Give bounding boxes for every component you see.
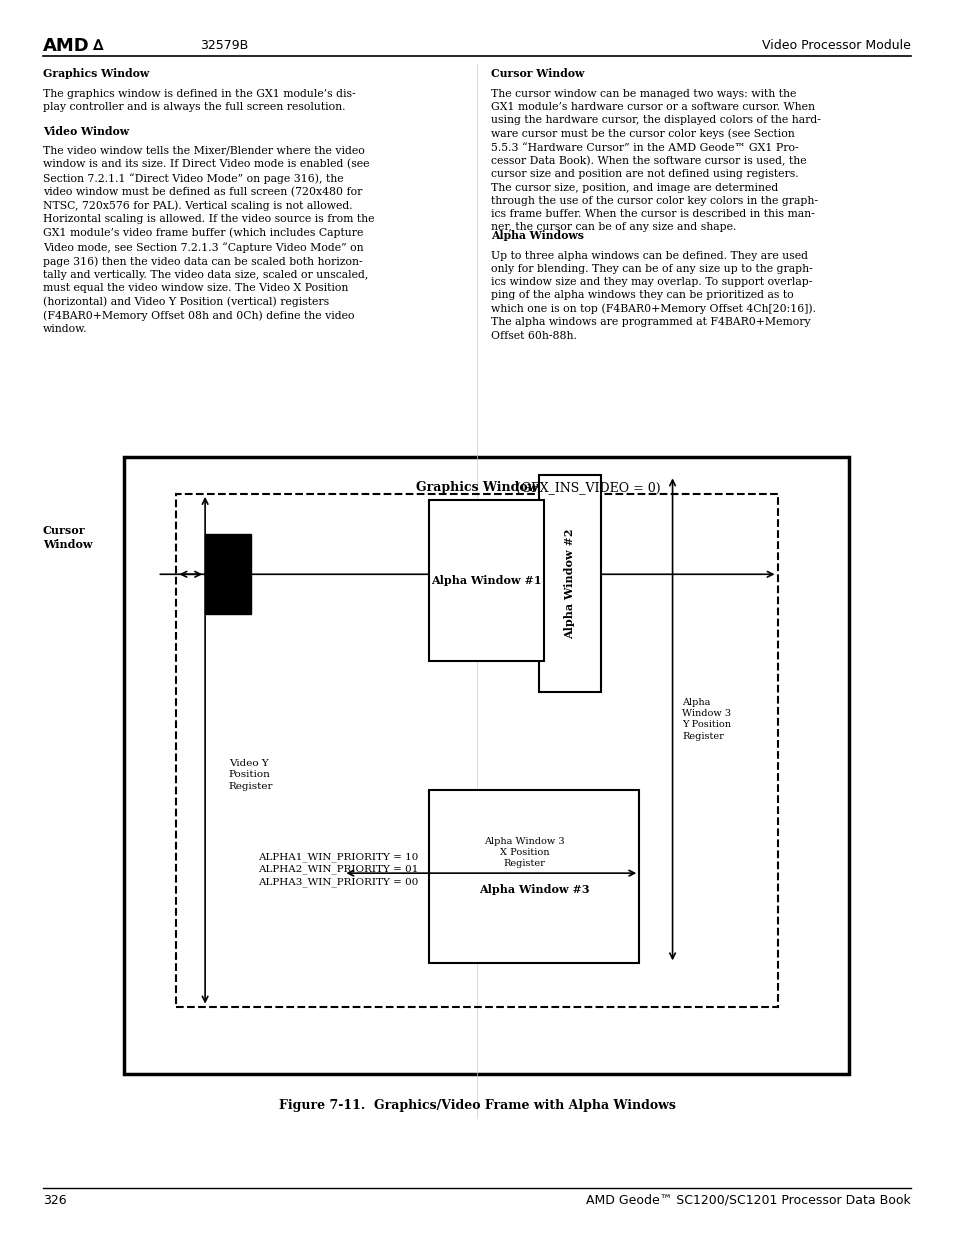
- Text: Alpha Window #2: Alpha Window #2: [564, 529, 575, 638]
- Text: Graphics Window: Graphics Window: [416, 482, 537, 494]
- Text: The video window tells the Mixer/Blender where the video
window is and its size.: The video window tells the Mixer/Blender…: [43, 146, 374, 335]
- Bar: [176, 494, 777, 1007]
- Text: Cursor
Window: Cursor Window: [43, 525, 92, 550]
- Text: Video Y
Position
Register: Video Y Position Register: [229, 760, 274, 790]
- Text: Alpha Windows: Alpha Windows: [491, 230, 583, 241]
- Text: 32579B: 32579B: [200, 40, 249, 52]
- Text: (GFX_INS_VIDEO = 0): (GFX_INS_VIDEO = 0): [512, 482, 660, 494]
- Bar: [538, 475, 600, 692]
- Text: The graphics window is defined in the GX1 module’s dis-
play controller and is a: The graphics window is defined in the GX…: [43, 89, 355, 112]
- Text: Alpha Window 3
X Position
Register: Alpha Window 3 X Position Register: [484, 837, 564, 868]
- Text: ALPHA1_WIN_PRIORITY = 10
ALPHA2_WIN_PRIORITY = 01
ALPHA3_WIN_PRIORITY = 00: ALPHA1_WIN_PRIORITY = 10 ALPHA2_WIN_PRIO…: [257, 852, 417, 887]
- Text: Video Processor Module: Video Processor Module: [761, 40, 910, 52]
- Text: Figure 7-11.  Graphics/Video Frame with Alpha Windows: Figure 7-11. Graphics/Video Frame with A…: [278, 1099, 675, 1112]
- Text: AMD Geode™ SC1200/SC1201 Processor Data Book: AMD Geode™ SC1200/SC1201 Processor Data …: [586, 1194, 910, 1207]
- Text: Alpha
Window 3
Y Position
Register: Alpha Window 3 Y Position Register: [681, 698, 730, 741]
- Text: Graphics Window: Graphics Window: [43, 68, 149, 79]
- Text: ∆: ∆: [93, 38, 104, 53]
- Bar: [124, 457, 848, 1074]
- Text: Alpha Window #1: Alpha Window #1: [431, 576, 541, 585]
- Text: Cursor Window: Cursor Window: [491, 68, 584, 79]
- Text: 326: 326: [43, 1194, 67, 1207]
- Text: AMD: AMD: [43, 37, 90, 54]
- Bar: [205, 534, 251, 614]
- Text: Video Window: Video Window: [43, 126, 129, 137]
- Text: Alpha Window #3: Alpha Window #3: [478, 884, 589, 894]
- Bar: [429, 790, 639, 963]
- Bar: [429, 500, 543, 661]
- Text: The cursor window can be managed two ways: with the
GX1 module’s hardware cursor: The cursor window can be managed two way…: [491, 89, 821, 232]
- Text: Video X
Position Register: Video X Position Register: [432, 587, 521, 606]
- Text: Video Window: Video Window: [427, 515, 526, 527]
- Text: Up to three alpha windows can be defined. They are used
only for blending. They : Up to three alpha windows can be defined…: [491, 251, 816, 341]
